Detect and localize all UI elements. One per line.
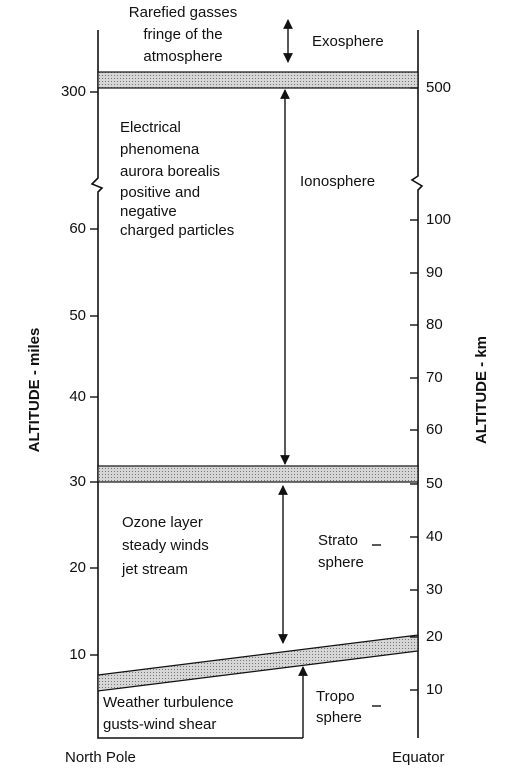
right-tick-label: 50 — [426, 475, 443, 492]
left-tick-label: 50 — [69, 307, 86, 324]
layer-description: Electrical — [120, 119, 181, 136]
layer-description: charged particles — [120, 222, 234, 239]
bottom-label: North Pole — [65, 749, 136, 766]
layer-description: atmosphere — [143, 48, 222, 65]
layer-description: steady winds — [122, 537, 209, 554]
right-tick-label: 10 — [426, 681, 443, 698]
left-tick-label: 60 — [69, 220, 86, 237]
layer-name: Exosphere — [312, 33, 384, 50]
layer-name: Strato — [318, 532, 358, 549]
layer-name: sphere — [318, 554, 364, 571]
right-tick-label: 40 — [426, 528, 443, 545]
layer-description: negative — [120, 203, 177, 220]
right-tick-label: 90 — [426, 264, 443, 281]
right-tick-label: 100 — [426, 211, 451, 228]
axis-title: ALTITUDE - miles — [26, 328, 43, 453]
left-tick-label: 300 — [61, 83, 86, 100]
left-tick-label: 40 — [69, 388, 86, 405]
layer-boundary — [97, 465, 419, 483]
layer-name: Tropo — [316, 688, 355, 705]
layer-description: aurora borealis — [120, 163, 220, 180]
left-tick-label: 30 — [69, 473, 86, 490]
layer-name: Ionosphere — [300, 173, 375, 190]
layer-boundary — [97, 71, 419, 89]
layer-boundary — [97, 634, 419, 692]
right-tick-label: 60 — [426, 421, 443, 438]
bottom-label: Equator — [392, 749, 445, 766]
layer-description: jet stream — [121, 561, 188, 578]
axis-title: ALTITUDE - km — [473, 336, 490, 444]
layer-name: sphere — [316, 709, 362, 726]
layer-description: phenomena — [120, 141, 200, 158]
layer-description: fringe of the — [143, 26, 222, 43]
layer-description: Weather turbulence — [103, 694, 234, 711]
left-tick-label: 10 — [69, 646, 86, 663]
layer-description: positive and — [120, 184, 200, 201]
layer-description: gusts-wind shear — [103, 716, 216, 733]
left-tick-label: 20 — [69, 559, 86, 576]
frame — [90, 19, 424, 739]
right-tick-label: 70 — [426, 369, 443, 386]
right-tick-label: 30 — [426, 581, 443, 598]
right-tick-label: 20 — [426, 628, 443, 645]
layer-description: Rarefied gasses — [129, 4, 237, 21]
layer-description: Ozone layer — [122, 514, 203, 531]
right-tick-label: 500 — [426, 79, 451, 96]
right-tick-label: 80 — [426, 316, 443, 333]
